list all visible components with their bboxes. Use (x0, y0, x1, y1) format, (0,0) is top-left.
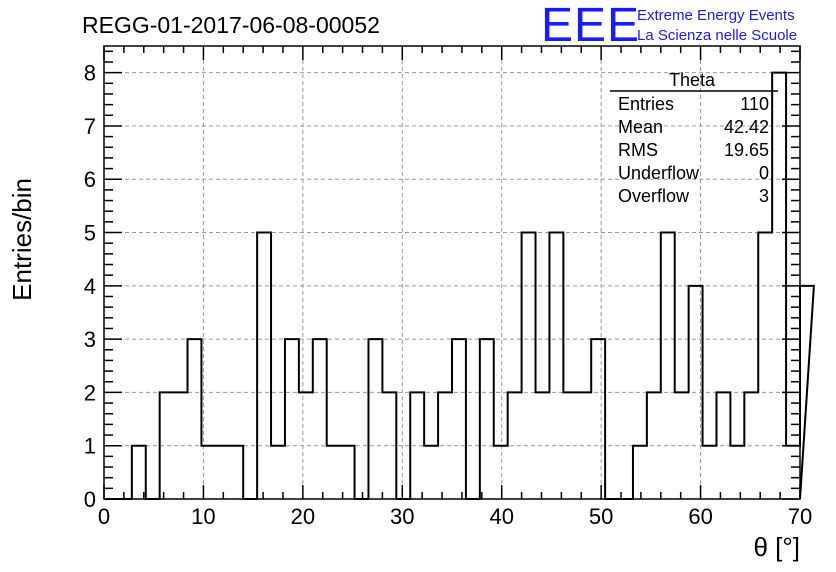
x-tick-label: 0 (98, 504, 110, 529)
histogram-bin (313, 339, 327, 499)
logo-line2: La Scienza nelle Scuole (637, 27, 797, 44)
histogram-bin (758, 233, 772, 499)
stats-label-rms: RMS (618, 140, 658, 160)
histogram-bin (675, 392, 689, 499)
histogram-bin (744, 392, 758, 499)
histogram-bin (591, 339, 605, 499)
histogram-bin (536, 392, 550, 499)
x-tick-label: 30 (390, 504, 414, 529)
histogram-bin (549, 233, 563, 499)
plot-frame (103, 45, 801, 500)
x-tick-label: 50 (589, 504, 613, 529)
histogram-bin (508, 392, 522, 499)
histogram-bin (271, 446, 285, 499)
histogram-bin (480, 339, 494, 499)
histogram-bin (577, 392, 591, 499)
histogram-bin (132, 446, 146, 499)
x-tick-label: 20 (291, 504, 315, 529)
histogram-bin (522, 233, 536, 499)
stats-label-mean: Mean (618, 117, 663, 137)
y-tick-label: 1 (84, 434, 96, 459)
histogram-bin (563, 392, 577, 499)
stats-title: Theta (669, 70, 716, 90)
histogram-bin (188, 339, 202, 499)
stats-box: Theta Entries 110 Mean 42.42 RMS 19.65 U… (610, 70, 778, 206)
x-tick-label: 10 (191, 504, 215, 529)
histogram-bins (132, 73, 814, 499)
x-tick-label: 60 (688, 504, 712, 529)
stats-value-overflow: 3 (759, 186, 769, 206)
run-title: REGG-01-2017-06-08-00052 (82, 12, 380, 38)
y-axis-title: Entries/bin (7, 178, 37, 301)
histogram-bin (327, 446, 341, 499)
x-axis-title: θ [°] (753, 532, 800, 562)
y-tick-label: 5 (84, 221, 96, 246)
histogram-bin (716, 392, 730, 499)
histogram-bin (285, 339, 299, 499)
histogram-bin (689, 286, 703, 499)
histogram-bin (647, 392, 661, 499)
y-tick-label: 2 (84, 380, 96, 405)
stats-value-rms: 19.65 (724, 140, 769, 160)
y-tick-label: 7 (84, 114, 96, 139)
y-tick-label: 6 (84, 167, 96, 192)
histogram-bin (299, 392, 313, 499)
histogram-bin (341, 446, 355, 499)
x-tick-label: 70 (788, 504, 812, 529)
y-tick-label: 4 (84, 274, 96, 299)
y-tick-label: 3 (84, 327, 96, 352)
x-tick-label: 40 (489, 504, 513, 529)
stats-label-overflow: Overflow (618, 186, 690, 206)
y-tick-label: 8 (84, 61, 96, 86)
histogram-bin (382, 392, 396, 499)
histogram-bin (424, 446, 438, 499)
stats-value-mean: 42.42 (724, 117, 769, 137)
stats-label-entries: Entries (618, 94, 674, 114)
histogram-bin (633, 446, 647, 499)
histogram-bin (661, 233, 675, 499)
histogram-bin (257, 233, 271, 499)
logo-line1: Extreme Energy Events (637, 7, 795, 24)
axis-ticks (103, 46, 801, 500)
y-tick-label: 0 (84, 487, 96, 512)
histogram-bin (174, 392, 188, 499)
stats-value-entries: 110 (740, 94, 769, 114)
histogram-bin (730, 446, 744, 499)
histogram-bin (786, 446, 800, 499)
histogram-bin (703, 446, 717, 499)
histogram-bin (452, 339, 466, 499)
histogram-bin (438, 392, 452, 499)
histogram-bin (410, 392, 424, 499)
histogram-bin (160, 392, 174, 499)
histogram-bin (229, 446, 243, 499)
histogram-bin (215, 446, 229, 499)
eee-logo: EEE Extreme Energy Events La Scienza nel… (541, 0, 797, 52)
histogram-bin (800, 286, 814, 499)
logo-letters: EEE (541, 0, 640, 52)
histogram-bin (494, 446, 508, 499)
stats-value-underflow: 0 (759, 163, 769, 183)
stats-label-underflow: Underflow (618, 163, 700, 183)
histogram-bin (368, 339, 382, 499)
